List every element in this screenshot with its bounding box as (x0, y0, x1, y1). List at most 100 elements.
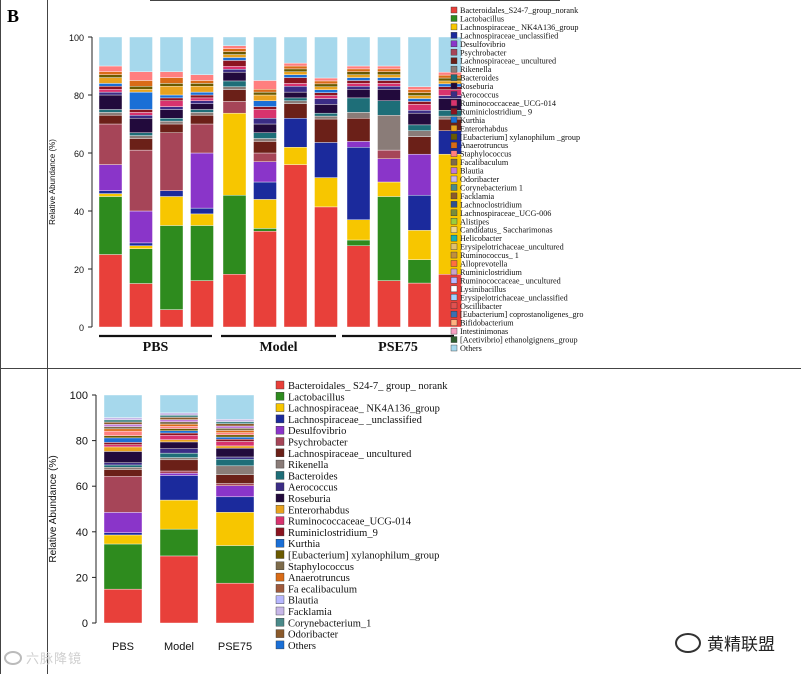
bar-segment-facklamia (159, 417, 199, 420)
legend-label: Anaerotruncus (460, 141, 508, 150)
bar-segment-lachnospiraceae-nk4a136-group (314, 177, 338, 208)
bar-segment-lachnospiraceae-nk4a136-group (159, 196, 184, 226)
bar-segment-anaerotruncus (346, 68, 371, 73)
bar-segment-bacteroidales-s24-7-group-norank (215, 582, 255, 624)
bar-segment-aerococcus (253, 117, 277, 125)
bar-segment-lachnospiraceae-nk4a136-group (346, 219, 371, 241)
bar-segment-eubacterium-xylanophilum (215, 434, 255, 438)
legend-swatch (275, 437, 285, 446)
legend-label: Erysipelotrichaceae_unclassified (460, 293, 568, 302)
legend-label: Kurthia (460, 116, 485, 125)
legend-swatch (275, 493, 285, 503)
legend-swatch (450, 23, 458, 31)
bar-segment-bacteroides (438, 110, 462, 117)
bar-segment-rikenella (346, 112, 371, 119)
legend-label: [Eubacterium] xylanophilum _group (460, 133, 580, 142)
bar-segment-rikenella (190, 112, 214, 116)
bar-segment-others (314, 36, 338, 79)
legend-swatch (450, 277, 458, 284)
bar-segment-ruminococcaceae-ucg-014 (159, 435, 199, 440)
bar-segment-others (377, 36, 401, 67)
bar-segment-rikenella (215, 465, 255, 475)
bar-segment-psychrobacter (190, 123, 214, 154)
legend-bottom: Bacteroidales_ S24-7_ group_ norankLacto… (275, 380, 448, 652)
bar-segment-kurthia (314, 89, 338, 93)
bar-segment-ruminiclostridium-9 (190, 94, 214, 99)
bar-segment-staphylococcus (103, 430, 143, 436)
bar-segment-staphylococcus (283, 62, 308, 67)
bar-segment-ruminiclostridium-9 (314, 92, 338, 96)
bar-segment-lactobacillus (159, 225, 184, 310)
y-tick-label: 40 (76, 527, 88, 539)
bar-segment-enterorhabdus (377, 74, 401, 78)
legend-swatch (450, 40, 458, 47)
legend-swatch (450, 125, 458, 132)
bar-segment-staphylococcus (159, 71, 184, 78)
bar-segment-roseburia (215, 447, 255, 458)
bar-segment-psychrobacter (253, 152, 277, 162)
x-tick-label: Model (164, 641, 194, 653)
bar-segment-others (222, 36, 247, 46)
bar-segment-eubacterium-xylanophilum (314, 83, 338, 87)
bar-segment-rikenella (253, 138, 277, 142)
bar-segment-kurthia (159, 94, 184, 99)
bar-segment-lactobacillus (159, 528, 199, 557)
bar-segment-staphylococcus (377, 65, 401, 70)
bar-segment-kurthia (159, 430, 199, 434)
bar-segment-ruminococcaceae-ucg-014 (314, 95, 338, 99)
bar-segment-lachnospiraceae-unclassified (346, 146, 371, 220)
legend-label: Ruminococcus_ 1 (460, 251, 519, 260)
legend-label: Ruminiclostridium_ 9 (460, 107, 532, 116)
bar-segment-lachnospiraceae-uncultured (98, 115, 123, 125)
bar-segment-others (253, 36, 277, 81)
bar-segment-rikenella (407, 130, 432, 137)
bar-segment-desulfovibrio (98, 164, 123, 191)
watermark-left-text: 六脉降镜 (26, 652, 83, 667)
bar-segment-ruminiclostridium-9 (283, 77, 308, 84)
bar-segment-eubacterium-xylanophilum (407, 92, 432, 96)
legend-swatch (450, 150, 458, 157)
bar-segment-psychrobacter (103, 476, 143, 513)
bar-segment-bacteroides (283, 97, 308, 102)
bar-segment-bacteroidales-s24-7-group-norank (222, 274, 247, 328)
legend-label: Anaerotruncus (288, 573, 350, 584)
bar-segment-lachnospiraceae-unclassified (159, 475, 199, 501)
legend-swatch (275, 516, 285, 525)
wechat-icon (675, 632, 701, 653)
legend-label: Odoribacter (288, 630, 339, 641)
legend-swatch (450, 294, 458, 301)
bar-segment-ruminococcaceae-ucg-014 (253, 109, 277, 119)
bar-segment-lachnospiraceae-unclassified (129, 242, 153, 246)
legend-label: Bacteroidales_ S24-7_ group_ norank (288, 381, 448, 392)
bar-segment-kurthia (129, 91, 153, 110)
bar-segment-desulfovibrio (346, 141, 371, 148)
bar-segment-facklamia (215, 423, 255, 427)
bar-segment-roseburia (190, 103, 214, 110)
legend-swatch (275, 414, 285, 424)
legend-label: Corynebacterium 1 (460, 183, 523, 192)
legend-label: Kurthia (288, 539, 320, 550)
bar-segment-roseburia (283, 91, 308, 99)
legend-label: Erysipelotrichaceae_uncultured (460, 243, 564, 252)
bar-segment-lachnospiraceae-uncultured (438, 118, 462, 131)
bar-segment-lachnospiraceae-unclassified (159, 190, 184, 197)
bar-segment-rikenella (103, 467, 143, 470)
legend-label: Others (460, 344, 482, 353)
bar-segment-lachnospiraceae-nk4a136-group (438, 153, 462, 275)
legend-label: Staphylococcus (288, 562, 354, 573)
bar-segment-bacteroidales-s24-7-group-norank (159, 309, 184, 328)
legend-swatch (450, 226, 458, 233)
bar-segment-staphylococcus (222, 45, 247, 49)
bar-segment-bacteroides (314, 112, 338, 117)
bar-segment-anaerotruncus (159, 423, 199, 427)
bar-segment-roseburia (314, 104, 338, 114)
legend-swatch (275, 539, 285, 548)
legend-swatch (450, 116, 458, 124)
bar-segment-psychrobacter (215, 483, 255, 486)
bar-segment-staphylococcus (314, 77, 338, 82)
bar-segment-lachnospiraceae-nk4a136-group (283, 146, 308, 165)
bar-segment-bacteroidales-s24-7-group-norank (346, 245, 371, 328)
bar-segment-staphylococcus (98, 65, 123, 73)
bar-segment-roseburia (159, 109, 184, 119)
bar-segment-kurthia (190, 91, 214, 96)
